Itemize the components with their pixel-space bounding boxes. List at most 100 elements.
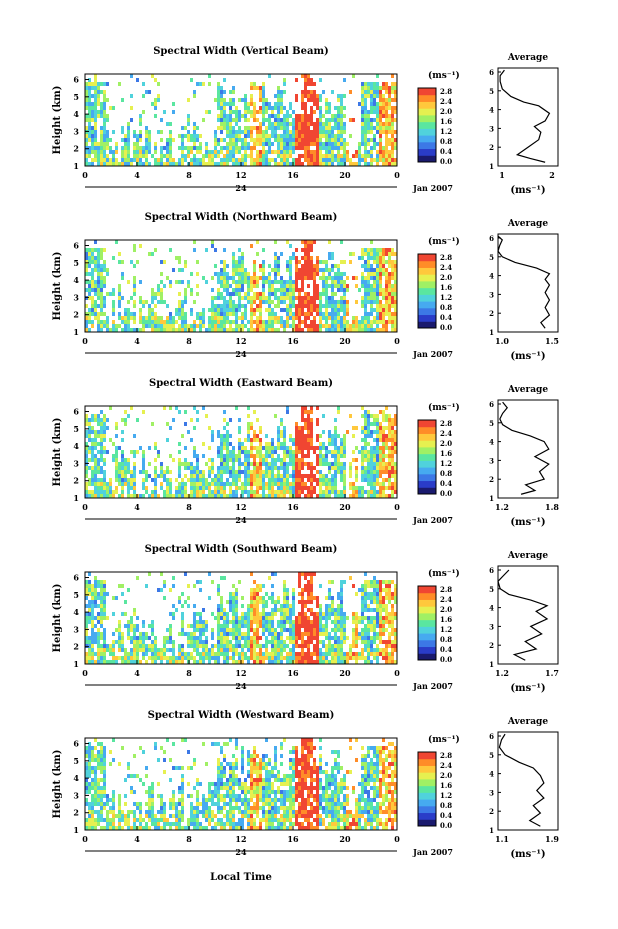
heatmap-cell	[196, 660, 199, 664]
heatmap-cell	[130, 162, 133, 166]
heatmap-cell	[196, 624, 199, 628]
heatmap-cell	[211, 628, 214, 632]
heatmap-cell	[334, 470, 337, 474]
heatmap-cell	[394, 312, 397, 316]
heatmap-cell	[100, 308, 103, 312]
heatmap-cell	[217, 106, 220, 110]
heatmap-cell	[277, 118, 280, 122]
heatmap-cell	[370, 414, 373, 418]
heatmap-cell	[94, 150, 97, 154]
heatmap-cell	[388, 276, 391, 280]
heatmap-cell	[337, 462, 340, 466]
heatmap-cell	[268, 300, 271, 304]
heatmap-cell	[244, 482, 247, 486]
heatmap-cell	[313, 628, 316, 632]
heatmap-cell	[295, 442, 298, 446]
heatmap-cell	[217, 612, 220, 616]
colorbar-swatch	[418, 260, 436, 268]
heatmap-cell	[208, 426, 211, 430]
heatmap-cell	[226, 446, 229, 450]
heatmap-cell	[235, 636, 238, 640]
heatmap-cell	[85, 256, 88, 260]
heatmap-cell	[256, 118, 259, 122]
heatmap-cell	[274, 272, 277, 276]
heatmap-cell	[238, 328, 241, 332]
heatmap-cell	[265, 130, 268, 134]
heatmap-cell	[109, 486, 112, 490]
heatmap-cell	[154, 320, 157, 324]
heatmap-cell	[361, 98, 364, 102]
heatmap-cell	[268, 102, 271, 106]
heatmap-cell	[184, 410, 187, 414]
heatmap-cell	[220, 494, 223, 498]
heatmap-cell	[313, 296, 316, 300]
heatmap-cell	[232, 130, 235, 134]
heatmap-cell	[100, 644, 103, 648]
heatmap-cell	[226, 316, 229, 320]
heatmap-cell	[223, 146, 226, 150]
heatmap-cell	[376, 114, 379, 118]
heatmap-cell	[268, 462, 271, 466]
heatmap-cell	[268, 442, 271, 446]
heatmap-cell	[205, 628, 208, 632]
heatmap-cell	[136, 636, 139, 640]
heatmap-cell	[277, 296, 280, 300]
heatmap-cell	[364, 138, 367, 142]
heatmap-cell	[283, 122, 286, 126]
heatmap-cell	[235, 150, 238, 154]
heatmap-cell	[148, 142, 151, 146]
heatmap-cell	[238, 150, 241, 154]
heatmap-cell	[289, 304, 292, 308]
heatmap-cell	[178, 600, 181, 604]
heatmap-cell	[367, 466, 370, 470]
heatmap-cell	[109, 438, 112, 442]
heatmap-cell	[364, 414, 367, 418]
heatmap-cell	[292, 292, 295, 296]
heatmap-cell	[334, 126, 337, 130]
heatmap-cell	[376, 162, 379, 166]
heatmap-cell	[361, 454, 364, 458]
heatmap-cell	[265, 648, 268, 652]
heatmap-cell	[250, 150, 253, 154]
heatmap-cell	[100, 656, 103, 660]
heatmap-cell	[256, 652, 259, 656]
heatmap-cell	[376, 272, 379, 276]
colorbar-swatch	[418, 121, 436, 129]
heatmap-cell	[379, 280, 382, 284]
heatmap-cell	[256, 150, 259, 154]
heatmap-cell	[91, 446, 94, 450]
heatmap-cell	[385, 494, 388, 498]
heatmap-cell	[307, 252, 310, 256]
heatmap-cell	[208, 486, 211, 490]
heatmap-cell	[307, 300, 310, 304]
heatmap-cell	[292, 256, 295, 260]
heatmap-cell	[259, 110, 262, 114]
heatmap-cell	[247, 118, 250, 122]
heatmap-cell	[277, 268, 280, 272]
heatmap-cell	[262, 296, 265, 300]
heatmap-cell	[118, 296, 121, 300]
heatmap-cell	[364, 142, 367, 146]
heatmap-cell	[85, 490, 88, 494]
heatmap-cell	[199, 158, 202, 162]
heatmap-cell	[241, 138, 244, 142]
average-line	[499, 69, 551, 163]
heatmap-cell	[127, 660, 130, 664]
heatmap-cell	[376, 82, 379, 86]
heatmap-cell	[241, 442, 244, 446]
heatmap-cell	[187, 150, 190, 154]
heatmap-cell	[367, 110, 370, 114]
heatmap-cell	[316, 102, 319, 106]
heatmap-cell	[325, 450, 328, 454]
heatmap-cell	[259, 276, 262, 280]
heatmap-cell	[367, 462, 370, 466]
heatmap-cell	[334, 292, 337, 296]
heatmap-cell	[298, 308, 301, 312]
heatmap-cell	[343, 470, 346, 474]
heatmap-cell	[127, 134, 130, 138]
heatmap-cell	[343, 454, 346, 458]
heatmap-cell	[193, 134, 196, 138]
heatmap-cell	[106, 426, 109, 430]
heatmap-cell	[265, 652, 268, 656]
heatmap-cell	[274, 652, 277, 656]
